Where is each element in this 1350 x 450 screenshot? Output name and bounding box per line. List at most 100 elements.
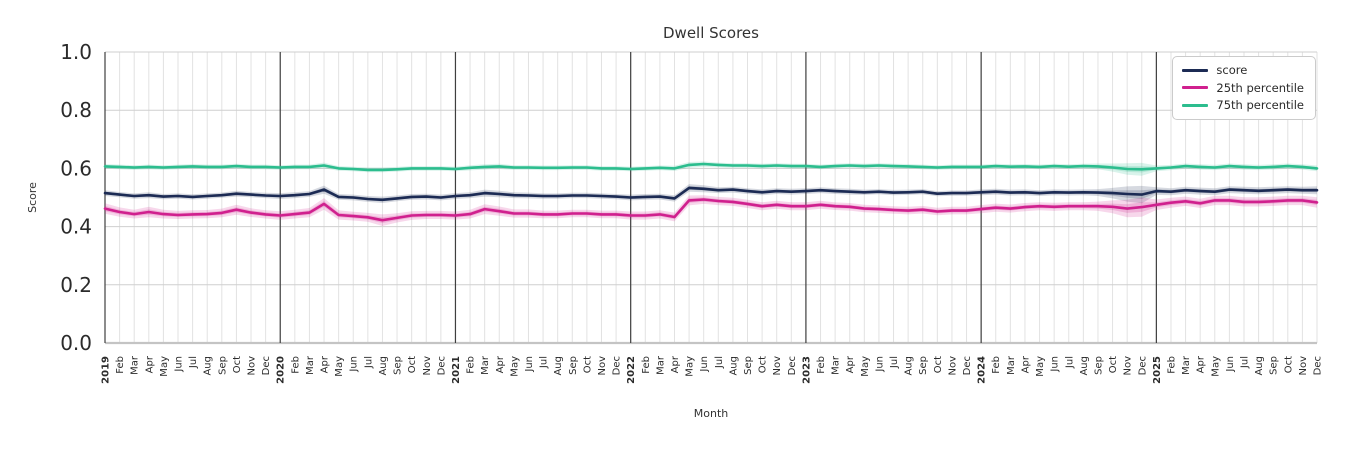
- legend-label: 25th percentile: [1216, 80, 1304, 95]
- x-tick-label: Apr: [320, 355, 331, 373]
- x-tick-label: Oct: [1108, 356, 1119, 373]
- x-tick-label: Jun: [349, 356, 360, 373]
- series-line-score: [103, 186, 1319, 202]
- x-tick-label: Oct: [582, 356, 593, 373]
- x-tick-label: Jun: [1225, 356, 1236, 373]
- x-tick-label: Aug: [1079, 356, 1090, 376]
- x-tick-label: Sep: [393, 356, 404, 375]
- x-tick-label: May: [334, 356, 345, 377]
- x-tick-label: May: [685, 356, 696, 377]
- x-tick-label: May: [509, 356, 520, 377]
- x-tick-label: Sep: [1269, 356, 1280, 375]
- x-tick-label: Jun: [874, 356, 885, 373]
- x-tick-label: Feb: [641, 356, 652, 374]
- legend-label: score: [1216, 63, 1248, 77]
- y-tick-label: 0.0: [60, 331, 92, 355]
- x-tick-label: 2022: [626, 356, 637, 384]
- x-tick-label: Feb: [816, 356, 827, 374]
- x-tick-label: Dec: [612, 356, 623, 375]
- x-tick-label: 2019: [101, 356, 112, 384]
- x-tick-label: Nov: [1123, 356, 1134, 376]
- x-tick-label: Mar: [655, 355, 666, 375]
- x-tick-label: May: [159, 356, 170, 377]
- x-tick-label: Aug: [378, 356, 389, 376]
- legend-item-score: score: [1182, 64, 1304, 77]
- x-tick-label: Nov: [947, 356, 958, 376]
- x-tick-label: Jun: [1050, 356, 1061, 373]
- y-axis-label: Score: [26, 182, 39, 213]
- x-tick-label: Jun: [524, 356, 535, 373]
- x-tick-label: Nov: [422, 356, 433, 376]
- x-tick-label: Apr: [1021, 355, 1032, 373]
- x-tick-label: Sep: [743, 356, 754, 375]
- x-tick-label: 2023: [801, 356, 812, 384]
- x-tick-label: May: [860, 356, 871, 377]
- x-tick-label: Apr: [845, 355, 856, 373]
- x-tick-label: Feb: [115, 356, 126, 374]
- x-tick-label: Feb: [290, 356, 301, 374]
- x-tick-label: Sep: [568, 356, 579, 375]
- confidence-band: [105, 195, 1317, 226]
- y-tick-label: 0.4: [60, 215, 92, 239]
- x-tick-label: Jul: [363, 356, 374, 369]
- legend-label: 75th percentile: [1216, 98, 1304, 113]
- x-tick-label: Oct: [933, 356, 944, 373]
- y-tick-label: 1.0: [60, 40, 92, 64]
- x-tick-label: Oct: [232, 356, 243, 373]
- x-tick-label: Jul: [1064, 356, 1075, 369]
- y-tick-label: 0.2: [60, 273, 92, 297]
- x-tick-label: Mar: [1181, 355, 1192, 375]
- x-tick-label: May: [1210, 356, 1221, 377]
- x-tick-label: Feb: [466, 356, 477, 374]
- legend-swatch: [1182, 68, 1209, 72]
- x-tick-label: Dec: [261, 356, 272, 375]
- x-tick-label: Aug: [728, 356, 739, 376]
- legend-item-75th-percentile: 75th percentile: [1182, 99, 1304, 112]
- x-tick-label: Dec: [962, 356, 973, 375]
- x-tick-label: Apr: [1196, 355, 1207, 373]
- y-tick-label: 0.6: [60, 156, 92, 180]
- x-tick-label: 2025: [1152, 356, 1163, 384]
- x-tick-label: Nov: [772, 356, 783, 376]
- series-line-25th-percentile: [103, 198, 1319, 222]
- legend-swatch: [1182, 104, 1209, 108]
- x-tick-label: Oct: [407, 356, 418, 373]
- x-tick-label: Feb: [991, 356, 1002, 374]
- x-tick-label: Nov: [1298, 356, 1309, 376]
- chart-title: Dwell Scores: [663, 24, 759, 42]
- x-tick-label: Jul: [1240, 356, 1251, 369]
- confidence-band: [105, 161, 1317, 176]
- x-tick-label: Oct: [1283, 356, 1294, 373]
- x-tick-label: Mar: [1006, 355, 1017, 375]
- y-tick-label: 0.8: [60, 98, 92, 122]
- x-tick-label: Nov: [247, 356, 258, 376]
- x-tick-label: Mar: [130, 355, 141, 375]
- x-tick-label: Mar: [305, 355, 316, 375]
- x-tick-label: Jul: [539, 356, 550, 369]
- x-tick-label: Sep: [918, 356, 929, 375]
- legend-item-25th-percentile: 25th percentile: [1182, 80, 1304, 95]
- x-tick-label: Jul: [714, 356, 725, 369]
- x-tick-label: Aug: [904, 356, 915, 376]
- x-axis-label: Month: [694, 407, 729, 420]
- legend-swatch: [1182, 86, 1209, 90]
- x-tick-label: Dec: [787, 356, 798, 375]
- x-tick-label: Feb: [1167, 356, 1178, 374]
- x-tick-label: Jun: [174, 356, 185, 373]
- x-tick-label: Sep: [1094, 356, 1105, 375]
- x-tick-label: 2021: [451, 356, 462, 384]
- x-tick-label: May: [1035, 356, 1046, 377]
- x-tick-label: Mar: [480, 355, 491, 375]
- x-tick-label: Jul: [188, 356, 199, 369]
- x-tick-label: 2020: [276, 356, 287, 384]
- x-tick-label: 2024: [977, 356, 988, 384]
- x-tick-label: Aug: [203, 356, 214, 376]
- x-tick-label: Apr: [495, 355, 506, 373]
- x-tick-label: Aug: [1254, 356, 1265, 376]
- x-tick-label: Oct: [758, 356, 769, 373]
- x-tick-label: Aug: [553, 356, 564, 376]
- x-tick-label: Dec: [436, 356, 447, 375]
- x-tick-label: Apr: [670, 355, 681, 373]
